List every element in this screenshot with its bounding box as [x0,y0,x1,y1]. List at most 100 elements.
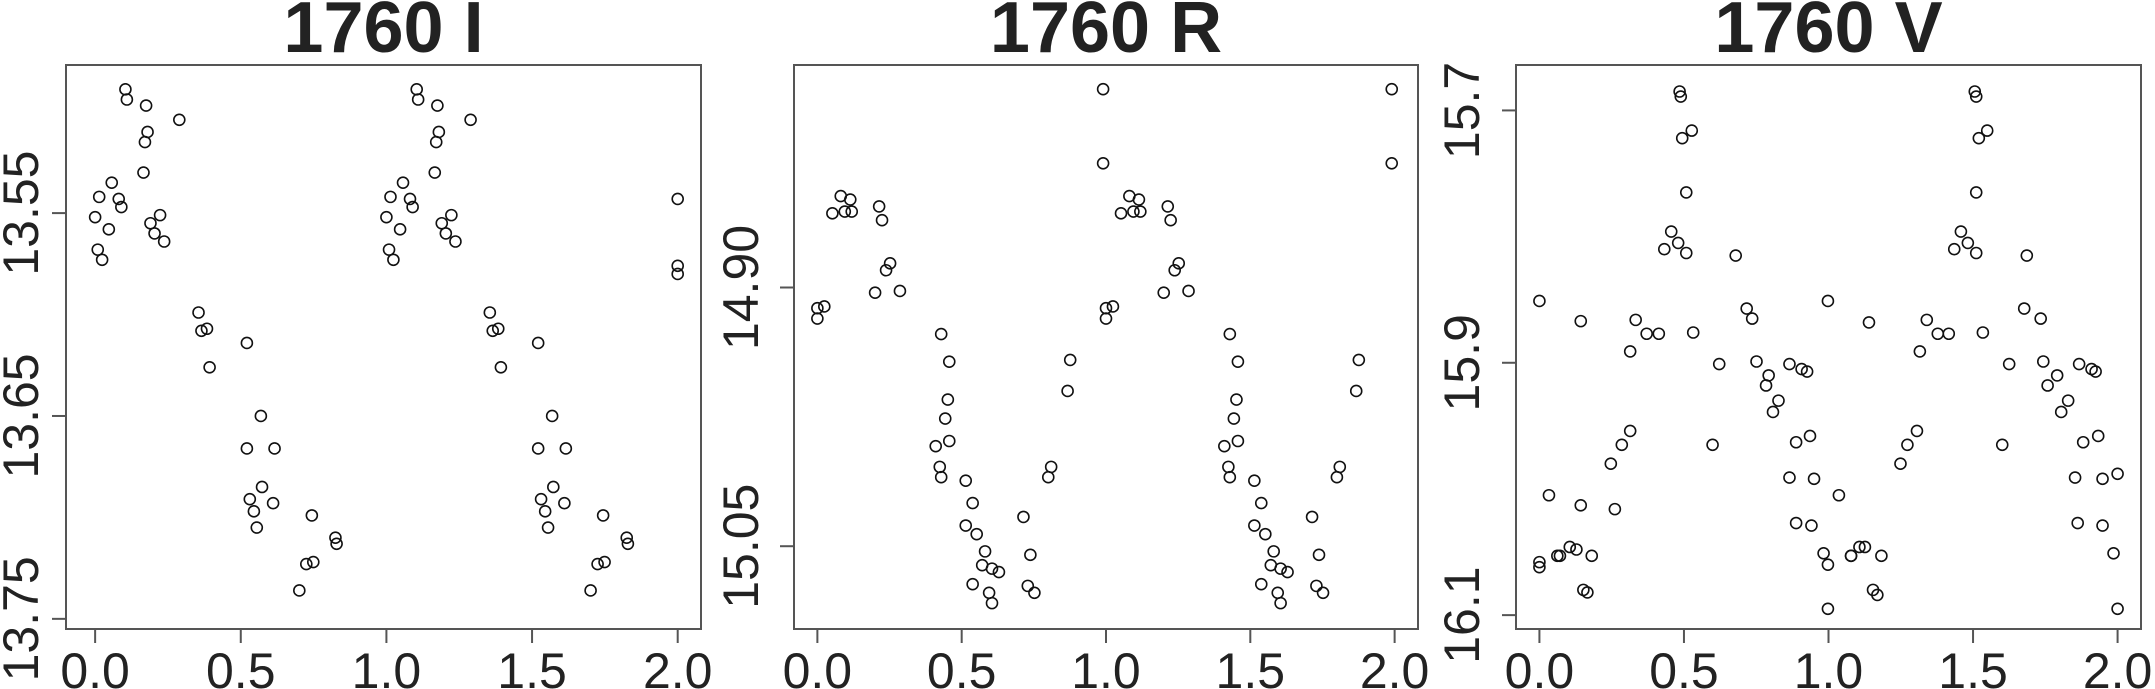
y-tick-label: 15.05 [713,484,769,609]
y-tick-label: 13.55 [0,151,49,276]
data-point [1675,131,1689,145]
data-point [1227,412,1241,425]
data-point [1305,510,1319,524]
data-point [1875,549,1888,563]
data-point [966,577,979,591]
data-point [1585,549,1599,563]
data-point [1783,357,1796,371]
data-point [1553,549,1567,563]
data-point [531,442,545,455]
data-point [1231,355,1245,368]
data-point [2061,394,2075,407]
data-point [428,166,442,179]
data-point [843,193,857,206]
data-point [1664,225,1678,238]
data-point [95,253,109,267]
data-point [486,324,500,338]
data-point [1099,301,1113,315]
data-point [985,562,999,575]
data-point [1783,471,1796,484]
data-point [1581,586,1594,599]
plot-frame [1515,64,2142,630]
data-point [410,83,424,96]
data-point [380,210,393,224]
data-point [1230,393,1243,406]
data-point [959,474,973,487]
data-point [982,586,996,600]
data-point [2076,435,2090,449]
data-point [1706,438,1719,452]
data-point [671,259,684,273]
data-point [1028,586,1041,600]
data-point [2050,369,2064,382]
data-point [1789,516,1803,530]
data-point [1623,345,1637,358]
data-point [1712,357,1726,371]
data-point [307,555,320,569]
data-point [200,322,214,336]
y-tick-label: 13.75 [0,556,49,681]
y-tick-label: 15.9 [1434,314,1490,411]
data-point [1805,519,1818,532]
data-point [254,409,268,423]
data-point [1316,586,1330,600]
data-point [1954,225,1968,238]
data-point [811,312,824,325]
data-point [1629,313,1642,327]
data-point [250,521,264,534]
data-point [382,243,396,256]
data-point [1254,496,1268,510]
data-point [1729,249,1743,262]
data-point [1096,157,1110,170]
data-point [541,521,555,534]
data-point [547,480,560,494]
data-point [157,235,171,248]
data-point [1533,294,1546,308]
data-point [1134,205,1147,218]
data-point [1913,345,1927,358]
data-point [102,223,116,236]
data-point [879,263,893,277]
x-tick-label: 1.5 [1216,643,1286,689]
panel-title: 1760 V [1714,0,1942,68]
data-point [1969,90,1983,103]
data-point [432,125,446,139]
data-point [1542,488,1556,502]
data-point [464,113,477,127]
data-point [1533,555,1546,569]
data-point [1674,90,1688,103]
data-point [1686,326,1700,339]
data-point [243,492,257,506]
data-point [1267,545,1280,558]
data-point [1980,124,1994,137]
data-point [1871,588,1884,602]
data-point [1168,263,1181,277]
data-point [1821,294,1835,308]
data-point [112,192,126,206]
data-point [933,460,947,474]
data-point [1679,246,1693,260]
data-point [1862,316,1876,329]
data-point [2111,467,2124,481]
data-point [1658,242,1671,256]
data-point [2054,405,2068,419]
x-tick-label: 1.0 [352,643,422,689]
data-point [2107,546,2120,560]
data-point [1385,157,1399,170]
data-point [1759,379,1773,392]
data-point [1608,502,1622,516]
data-point [934,470,948,484]
data-point [966,496,979,510]
data-point [2002,357,2016,371]
data-point [2068,471,2082,484]
y-tick-label: 15.7 [1434,62,1490,159]
x-tick-label: 0.5 [206,643,276,689]
data-point [1772,394,1785,407]
data-point [559,442,573,455]
x-tick-label: 2.0 [2083,643,2153,689]
data-point [1615,438,1629,452]
data-point [2096,519,2109,532]
plot-frame [793,64,1419,630]
data-point [538,505,552,518]
data-point [596,509,610,522]
